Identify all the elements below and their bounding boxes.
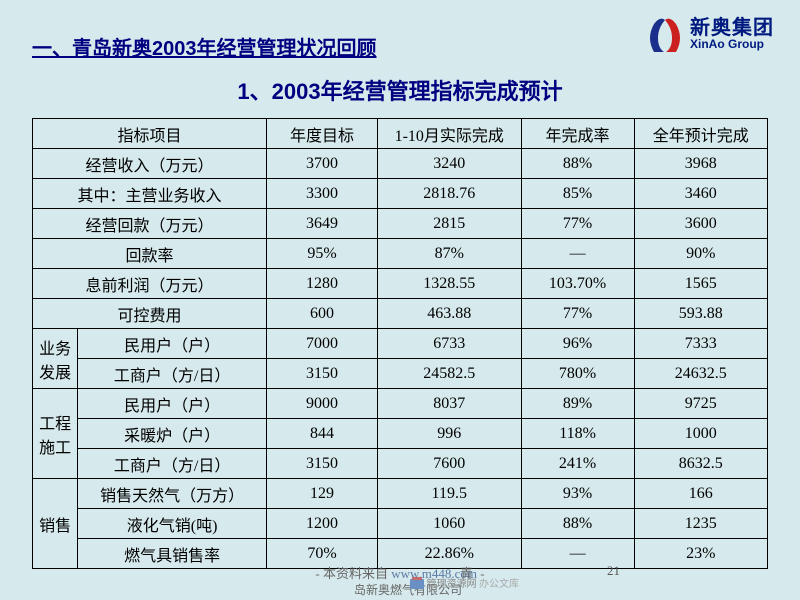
cell: 民用户（户） bbox=[78, 389, 267, 419]
cell: 3968 bbox=[634, 149, 767, 179]
cell: 241% bbox=[521, 449, 634, 479]
cell: 96% bbox=[521, 329, 634, 359]
cell: 3700 bbox=[267, 149, 378, 179]
logo: 新奥集团 XinAo Group bbox=[644, 14, 774, 54]
cell: 89% bbox=[521, 389, 634, 419]
logo-text-en: XinAo Group bbox=[690, 38, 774, 50]
cell: 85% bbox=[521, 179, 634, 209]
cell: 经营回款（万元） bbox=[33, 209, 267, 239]
cell: 可控费用 bbox=[33, 299, 267, 329]
cell: 工程施工 bbox=[33, 389, 78, 479]
cell: 9725 bbox=[634, 389, 767, 419]
footer: - 本资料来自 www.m448.com - 青 岛新奥燃气有限公司 21 管理… bbox=[0, 563, 800, 582]
cell: 1280 bbox=[267, 269, 378, 299]
header: 一、青岛新奥2003年经营管理状况回顾 新奥集团 XinAo Group bbox=[32, 18, 768, 66]
cell: 工商户（方/日） bbox=[78, 449, 267, 479]
cell: 3300 bbox=[267, 179, 378, 209]
data-table: 指标项目年度目标1-10月实际完成年完成率全年预计完成经营收入（万元）37003… bbox=[32, 118, 768, 569]
cell: 1000 bbox=[634, 419, 767, 449]
cell: 844 bbox=[267, 419, 378, 449]
cell: — bbox=[521, 239, 634, 269]
cell: 3240 bbox=[377, 149, 521, 179]
cell: 166 bbox=[634, 479, 767, 509]
cell: 工商户（方/日） bbox=[78, 359, 267, 389]
cell: 103.70% bbox=[521, 269, 634, 299]
cell: 年完成率 bbox=[521, 119, 634, 149]
logo-icon bbox=[644, 14, 686, 54]
cell: 8037 bbox=[377, 389, 521, 419]
page-number: 21 bbox=[607, 563, 620, 579]
cell: 销售天然气（万方） bbox=[78, 479, 267, 509]
cell: 1565 bbox=[634, 269, 767, 299]
cell: 3649 bbox=[267, 209, 378, 239]
footer-src-pre: - 本资料来自 bbox=[315, 566, 391, 581]
cell: 8632.5 bbox=[634, 449, 767, 479]
cell: 93% bbox=[521, 479, 634, 509]
cell: 3150 bbox=[267, 449, 378, 479]
cell: 24632.5 bbox=[634, 359, 767, 389]
cell: 996 bbox=[377, 419, 521, 449]
cell: 463.88 bbox=[377, 299, 521, 329]
cell: 88% bbox=[521, 149, 634, 179]
cell: 600 bbox=[267, 299, 378, 329]
cell: 90% bbox=[634, 239, 767, 269]
cell: 液化气销(吨) bbox=[78, 509, 267, 539]
cell: 118% bbox=[521, 419, 634, 449]
cell: 2818.76 bbox=[377, 179, 521, 209]
cell: 9000 bbox=[267, 389, 378, 419]
cell: 7333 bbox=[634, 329, 767, 359]
cell: 业务发展 bbox=[33, 329, 78, 389]
cell: 3600 bbox=[634, 209, 767, 239]
cell: 3150 bbox=[267, 359, 378, 389]
cell: 全年预计完成 bbox=[634, 119, 767, 149]
cell: 24582.5 bbox=[377, 359, 521, 389]
subtitle: 1、2003年经营管理指标完成预计 bbox=[32, 74, 768, 106]
section-title: 一、青岛新奥2003年经营管理状况回顾 bbox=[32, 32, 377, 61]
cell: 1200 bbox=[267, 509, 378, 539]
cell: 7000 bbox=[267, 329, 378, 359]
cell: 1-10月实际完成 bbox=[377, 119, 521, 149]
cell: 6733 bbox=[377, 329, 521, 359]
cell: 3460 bbox=[634, 179, 767, 209]
cell: 息前利润（万元） bbox=[33, 269, 267, 299]
logo-text-cn: 新奥集团 bbox=[690, 18, 774, 38]
cell: 指标项目 bbox=[33, 119, 267, 149]
cell: 87% bbox=[377, 239, 521, 269]
cell: 7600 bbox=[377, 449, 521, 479]
cell: 年度目标 bbox=[267, 119, 378, 149]
cell: 1235 bbox=[634, 509, 767, 539]
cell: 其中：主营业务收入 bbox=[33, 179, 267, 209]
cell: 119.5 bbox=[377, 479, 521, 509]
cell: 95% bbox=[267, 239, 378, 269]
cell: 销售 bbox=[33, 479, 78, 569]
cell: 77% bbox=[521, 299, 634, 329]
cell: 88% bbox=[521, 509, 634, 539]
cell: 780% bbox=[521, 359, 634, 389]
cell: 1060 bbox=[377, 509, 521, 539]
cell: 回款率 bbox=[33, 239, 267, 269]
cell: 经营收入（万元） bbox=[33, 149, 267, 179]
cell: 2815 bbox=[377, 209, 521, 239]
cell: 民用户（户） bbox=[78, 329, 267, 359]
footer-watermark: 管理资源网 办公文库 bbox=[410, 575, 519, 592]
cell: 1328.55 bbox=[377, 269, 521, 299]
cell: 采暖炉（户） bbox=[78, 419, 267, 449]
cell: 593.88 bbox=[634, 299, 767, 329]
cell: 77% bbox=[521, 209, 634, 239]
cell: 129 bbox=[267, 479, 378, 509]
